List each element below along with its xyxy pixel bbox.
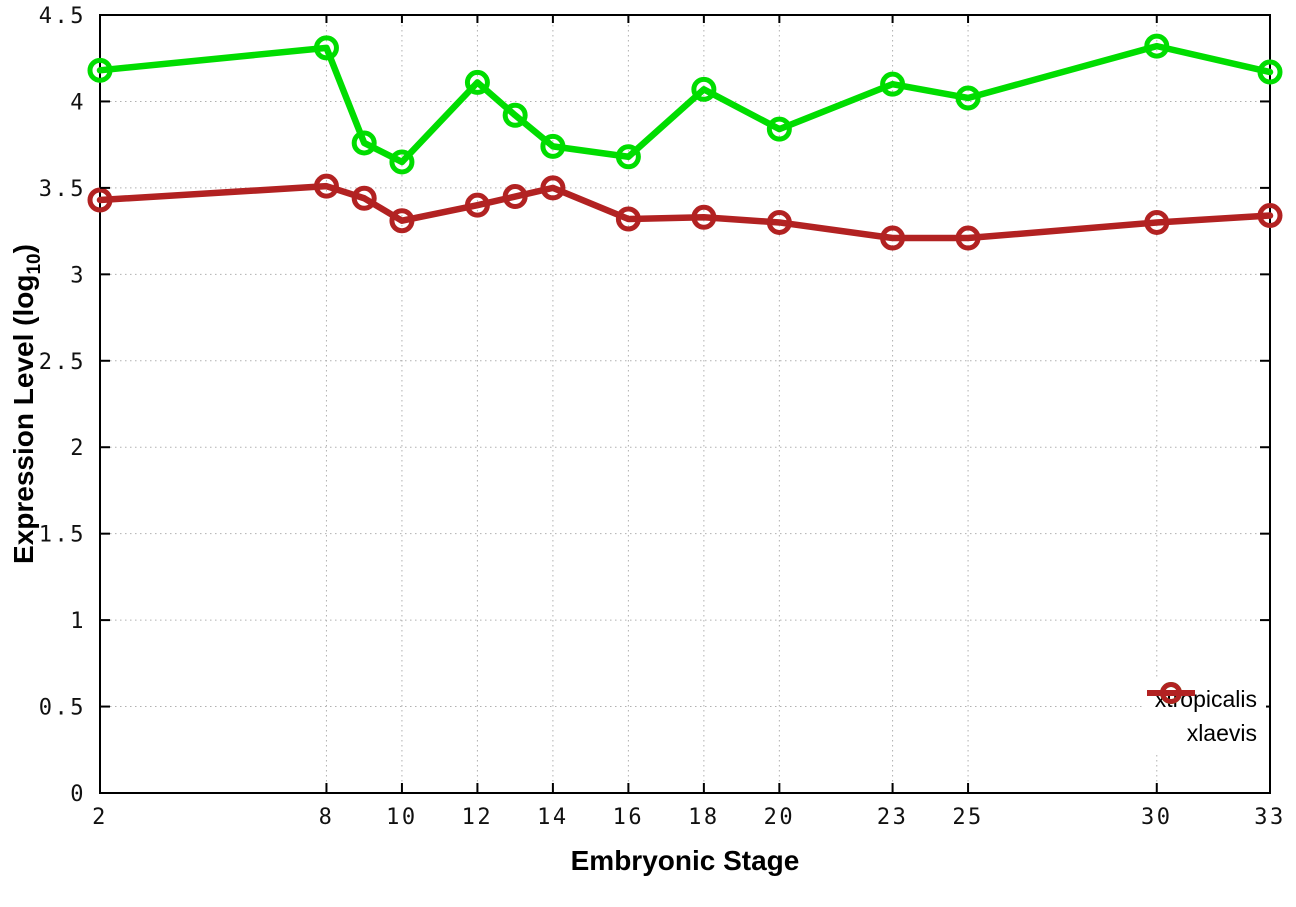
- y-tick-label: 4: [70, 90, 86, 115]
- series-xlaevis-point: [313, 173, 339, 199]
- legend-marker-xlaevis: [1146, 682, 1195, 704]
- y-tick-label: 1.5: [39, 523, 86, 548]
- series-xtropicalis-point: [691, 76, 717, 102]
- x-tick-label: 2: [92, 805, 108, 830]
- x-tick-label: 20: [764, 805, 796, 830]
- series-xtropicalis-point: [313, 35, 339, 61]
- x-tick-label: 25: [952, 805, 984, 830]
- series-xtropicalis-point: [389, 149, 415, 175]
- x-tick-label: 33: [1254, 805, 1286, 830]
- x-tick-label: 8: [319, 805, 335, 830]
- series-xtropicalis-point: [87, 57, 113, 83]
- series-xtropicalis-point: [1257, 59, 1283, 85]
- y-axis-title: Expression Level (log10): [8, 244, 46, 564]
- x-tick-label: 18: [688, 805, 720, 830]
- series-xlaevis-point: [691, 204, 717, 230]
- x-axis-title: Embryonic Stage: [570, 845, 800, 876]
- series-xlaevis-point: [880, 225, 906, 251]
- series-xtropicalis-point: [615, 144, 641, 170]
- legend-label-xtropicalis: xtropicalis: [1154, 685, 1257, 712]
- y-axis-title-close: ): [8, 244, 40, 254]
- y-tick-label: 2.5: [39, 350, 86, 375]
- series-xlaevis-point: [1257, 203, 1283, 229]
- legend: xtropicalis xlaevis: [1144, 680, 1266, 752]
- y-tick-label: 3.5: [39, 177, 86, 202]
- x-tick-label: 14: [537, 805, 569, 830]
- legend-label-xlaevis: xlaevis: [1186, 719, 1257, 746]
- y-tick-label: 3: [70, 263, 86, 288]
- y-tick-label: 4.5: [39, 4, 86, 29]
- x-tick-label: 12: [462, 805, 494, 830]
- series-xlaevis-point: [389, 208, 415, 234]
- series-xlaevis-point: [464, 192, 490, 218]
- plot-border: [99, 14, 1271, 794]
- series-xtropicalis-point: [1144, 33, 1170, 59]
- y-tick-label: 0.5: [39, 696, 86, 721]
- series-xlaevis-point: [502, 184, 528, 210]
- y-axis-title-subscript: 10: [23, 253, 45, 275]
- series-xlaevis-point: [351, 185, 377, 211]
- series-xtropicalis-point: [766, 116, 792, 142]
- x-tick-label: 16: [613, 805, 645, 830]
- y-axis-title-text: Expression Level (log: [8, 274, 40, 564]
- x-tick-label: 30: [1141, 805, 1173, 830]
- series-xlaevis-point: [87, 187, 113, 213]
- y-tick-label: 0: [70, 782, 86, 807]
- x-tick-label: 10: [386, 805, 418, 830]
- series-xlaevis-point: [615, 206, 641, 232]
- series-xtropicalis-line: [96, 42, 1274, 166]
- series-xlaevis-line: [96, 182, 1274, 242]
- y-tick-label: 1: [70, 609, 86, 634]
- series-xtropicalis-point: [540, 133, 566, 159]
- series-xlaevis-point: [540, 175, 566, 201]
- series-xtropicalis-point: [880, 71, 906, 97]
- series-xtropicalis-point: [502, 102, 528, 128]
- series-xtropicalis-point: [955, 85, 981, 111]
- series-xtropicalis-point: [464, 69, 490, 95]
- series-xlaevis-point: [1144, 209, 1170, 235]
- y-tick-label: 2: [70, 436, 86, 461]
- series-xlaevis-point: [766, 209, 792, 235]
- series-xtropicalis-point: [351, 130, 377, 156]
- x-tick-label: 23: [877, 805, 909, 830]
- series-xlaevis-point: [955, 225, 981, 251]
- legend-item-xlaevis: xlaevis: [1146, 682, 1266, 750]
